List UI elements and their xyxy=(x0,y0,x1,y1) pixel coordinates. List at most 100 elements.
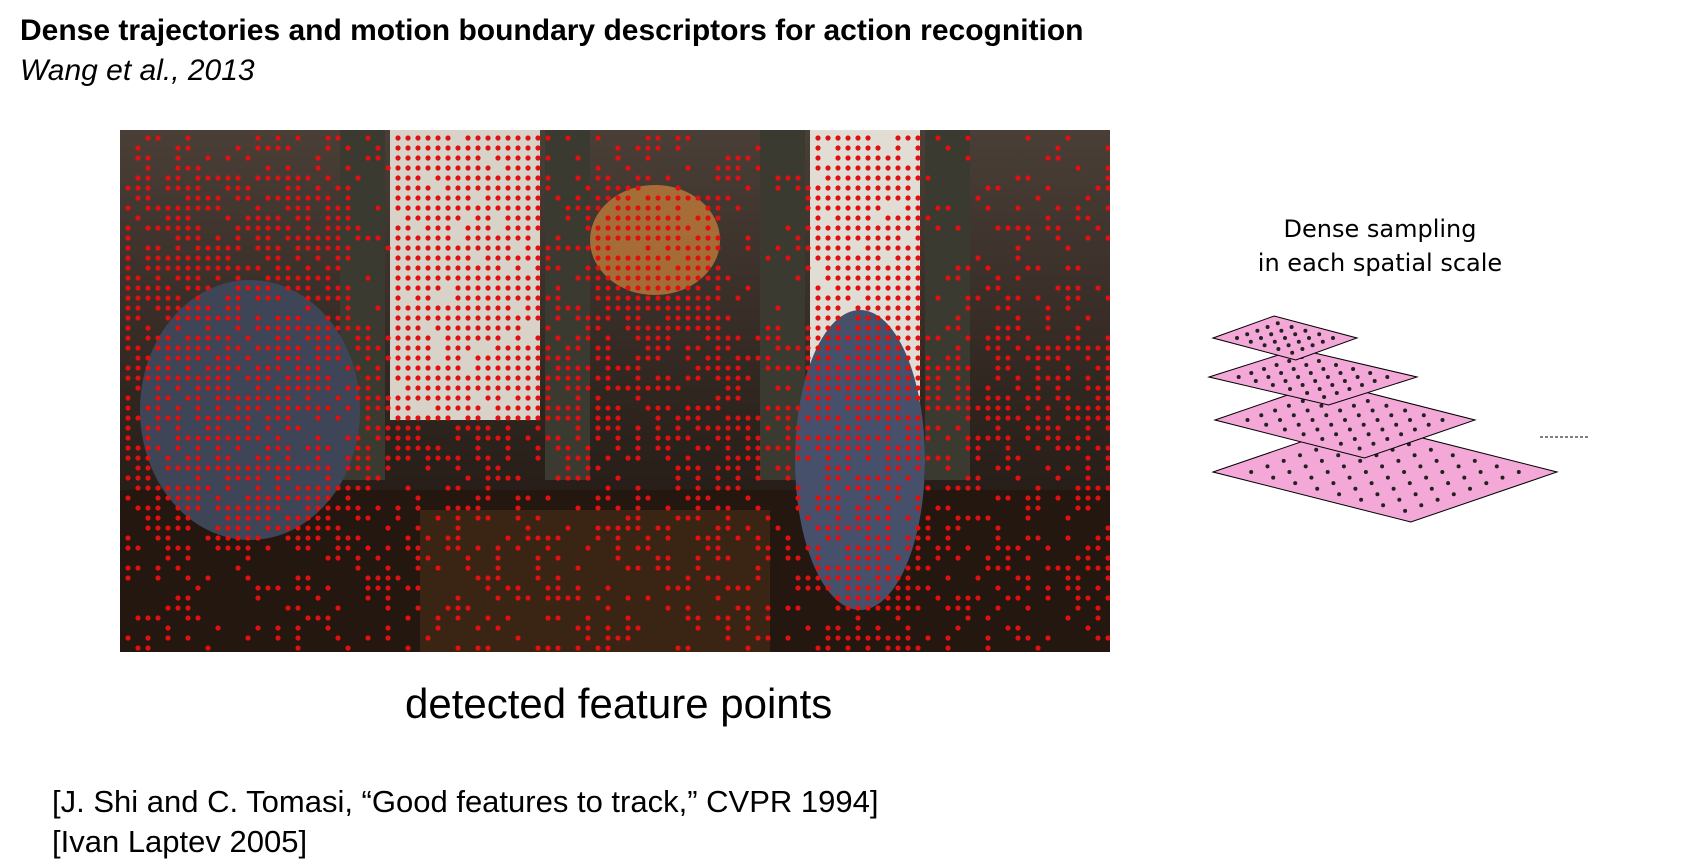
feature-point xyxy=(985,635,991,641)
feature-point xyxy=(165,535,171,541)
feature-point xyxy=(835,335,841,341)
feature-point xyxy=(1075,265,1081,271)
feature-point xyxy=(1095,385,1101,391)
sample-dot xyxy=(1361,422,1366,427)
feature-point xyxy=(545,255,551,261)
feature-point xyxy=(635,315,641,321)
sample-dot xyxy=(1300,383,1305,387)
feature-point xyxy=(485,495,491,501)
feature-point xyxy=(545,405,551,411)
feature-point xyxy=(905,535,911,541)
feature-point xyxy=(865,565,871,571)
feature-point xyxy=(335,285,341,291)
feature-point xyxy=(785,175,791,181)
feature-point xyxy=(325,525,331,531)
feature-point xyxy=(145,455,151,461)
feature-point xyxy=(855,165,861,171)
feature-point xyxy=(555,585,561,591)
feature-point xyxy=(935,395,941,401)
feature-point xyxy=(805,185,811,191)
feature-point xyxy=(775,175,781,181)
feature-point xyxy=(1065,285,1071,291)
feature-point xyxy=(485,315,491,321)
feature-point xyxy=(265,345,271,351)
feature-point xyxy=(1065,245,1071,251)
feature-point xyxy=(865,175,871,181)
feature-point xyxy=(485,305,491,311)
feature-point xyxy=(865,635,871,641)
feature-point xyxy=(485,355,491,361)
feature-point xyxy=(205,325,211,331)
feature-point xyxy=(275,345,281,351)
feature-point xyxy=(175,595,181,601)
feature-point xyxy=(255,475,261,481)
feature-point xyxy=(585,455,591,461)
feature-point xyxy=(835,135,841,141)
feature-point xyxy=(735,535,741,541)
feature-point xyxy=(815,555,821,561)
feature-point xyxy=(285,535,291,541)
feature-point xyxy=(475,575,481,581)
feature-point xyxy=(865,135,871,141)
feature-point xyxy=(415,215,421,221)
feature-point xyxy=(965,415,971,421)
feature-point xyxy=(135,615,141,621)
feature-point xyxy=(915,205,921,211)
feature-point xyxy=(715,365,721,371)
feature-point xyxy=(665,215,671,221)
feature-point xyxy=(585,215,591,221)
feature-point xyxy=(875,175,881,181)
feature-point xyxy=(875,295,881,301)
feature-point xyxy=(825,455,831,461)
feature-point xyxy=(585,225,591,231)
feature-point xyxy=(455,515,461,521)
feature-point xyxy=(615,265,621,271)
feature-point xyxy=(975,455,981,461)
feature-point xyxy=(415,195,421,201)
feature-point xyxy=(645,295,651,301)
feature-point xyxy=(1045,405,1051,411)
feature-point xyxy=(1065,535,1071,541)
feature-point xyxy=(835,285,841,291)
feature-point xyxy=(615,405,621,411)
feature-point xyxy=(325,135,331,141)
feature-point xyxy=(965,605,971,611)
feature-point xyxy=(865,395,871,401)
feature-point xyxy=(725,165,731,171)
feature-point xyxy=(455,175,461,181)
feature-point xyxy=(505,145,511,151)
feature-point xyxy=(955,265,961,271)
feature-point xyxy=(305,445,311,451)
feature-point xyxy=(375,555,381,561)
feature-point xyxy=(405,305,411,311)
feature-point xyxy=(785,385,791,391)
feature-point xyxy=(525,195,531,201)
feature-point xyxy=(195,195,201,201)
feature-point xyxy=(185,455,191,461)
feature-point xyxy=(905,335,911,341)
feature-point xyxy=(405,395,411,401)
feature-point xyxy=(1085,195,1091,201)
feature-point xyxy=(295,275,301,281)
feature-point xyxy=(965,365,971,371)
feature-point xyxy=(225,505,231,511)
feature-point xyxy=(165,605,171,611)
feature-point xyxy=(695,375,701,381)
feature-point xyxy=(805,515,811,521)
feature-point xyxy=(165,205,171,211)
feature-point xyxy=(825,475,831,481)
feature-point xyxy=(605,495,611,501)
feature-point xyxy=(465,335,471,341)
feature-point xyxy=(575,175,581,181)
feature-point xyxy=(495,145,501,151)
feature-point xyxy=(785,345,791,351)
feature-point xyxy=(525,165,531,171)
feature-point xyxy=(465,245,471,251)
feature-point xyxy=(405,155,411,161)
feature-point xyxy=(1085,355,1091,361)
feature-point xyxy=(925,365,931,371)
feature-point xyxy=(405,195,411,201)
feature-point xyxy=(655,415,661,421)
feature-point xyxy=(425,445,431,451)
feature-point xyxy=(445,405,451,411)
